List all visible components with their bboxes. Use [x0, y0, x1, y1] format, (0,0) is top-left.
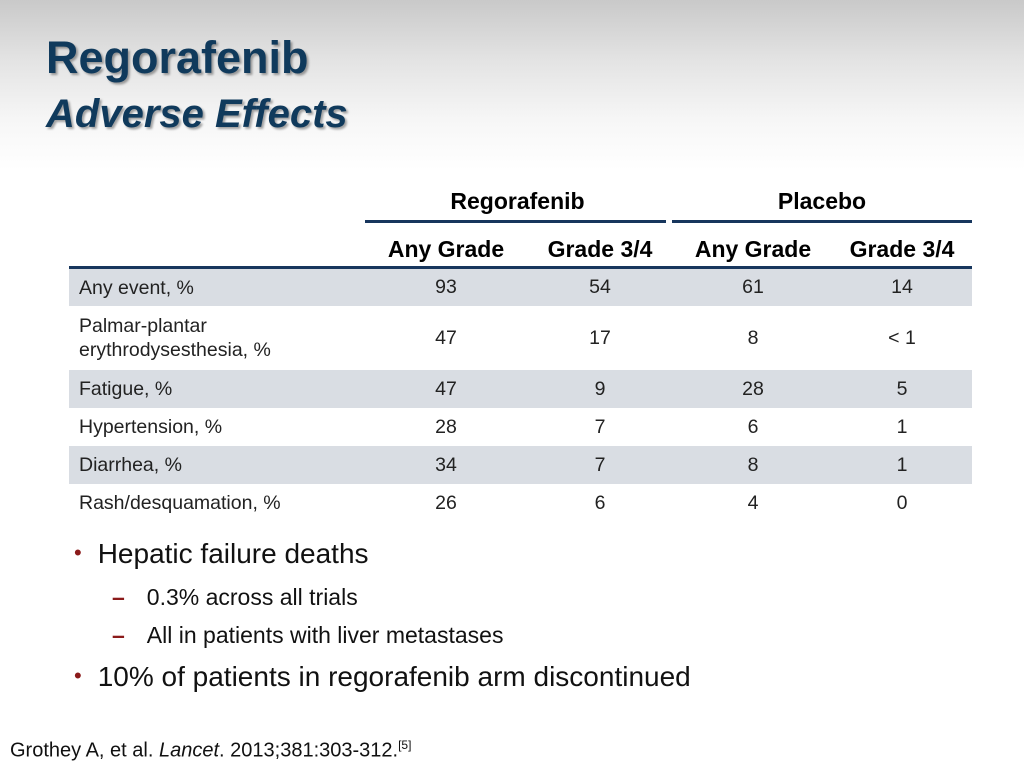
table-cell: 1 — [896, 415, 908, 438]
citation-details: . 2013;381:303-312. — [219, 739, 399, 762]
slide-subtitle: Adverse Effects — [46, 92, 348, 136]
table-cell: 17 — [589, 326, 611, 349]
table-row: Palmar-plantar erythrodysesthesia, % 47 … — [69, 306, 972, 370]
bullet-text: 10% of patients in regorafenib arm disco… — [97, 661, 691, 692]
table-cell: 9 — [594, 377, 606, 400]
table-cell: 4 — [747, 491, 759, 514]
row-label: Fatigue, % — [79, 378, 173, 400]
citation-authors: Grothey A, et al. — [10, 739, 159, 762]
title-band — [0, 0, 1024, 170]
table-cell: 34 — [435, 453, 457, 476]
bullet-text: Hepatic failure deaths — [97, 538, 369, 569]
table-cell: 6 — [594, 491, 606, 514]
table-row: Hypertension, % 28 7 6 1 — [69, 408, 972, 446]
row-label: Hypertension, % — [79, 416, 223, 438]
table-cell: 93 — [435, 276, 457, 298]
table-cell: 7 — [594, 415, 606, 438]
dash-marker: – — [112, 622, 125, 648]
table-cell: < 1 — [888, 326, 916, 349]
group-rule-placebo — [672, 220, 972, 223]
citation-ref: [5] — [398, 738, 412, 752]
table-cell: 14 — [891, 276, 913, 298]
table-row: Any event, % 93 54 61 14 — [69, 269, 972, 306]
bullet-marker: • — [74, 663, 82, 688]
column-header: Grade 3/4 — [547, 236, 653, 262]
bullet-marker: • — [74, 540, 82, 565]
table-row: Rash/desquamation, % 26 6 4 0 — [69, 484, 972, 522]
row-label: Diarrhea, % — [79, 454, 182, 476]
group-header-regorafenib: Regorafenib — [450, 188, 585, 214]
table-cell: 5 — [896, 377, 908, 400]
citation-journal: Lancet — [158, 739, 220, 762]
table-cell: 54 — [589, 276, 611, 298]
table-cell: 28 — [742, 377, 764, 400]
table-cell: 26 — [435, 491, 457, 514]
citation: Grothey A, et al. Lancet. 2013;381:303-3… — [10, 738, 411, 763]
table-cell: 8 — [747, 326, 759, 349]
table-cell: 1 — [896, 453, 908, 476]
row-label: Palmar-plantar erythrodysesthesia, % — [79, 315, 271, 361]
table-cell: 47 — [435, 326, 457, 349]
bullet-item: • 10% of patients in regorafenib arm disc… — [74, 661, 691, 693]
group-header-placebo: Placebo — [777, 188, 867, 214]
row-label: Rash/desquamation, % — [79, 492, 281, 514]
table-cell: 61 — [742, 276, 764, 298]
table-cell: 0 — [896, 491, 908, 514]
bullet-item: • Hepatic failure deaths — [74, 538, 369, 570]
column-header: Grade 3/4 — [849, 236, 955, 262]
slide-title: Regorafenib — [46, 32, 309, 83]
column-header: Any Grade — [387, 236, 505, 262]
table-cell: 47 — [435, 377, 457, 400]
table-row: Fatigue, % 47 9 28 5 — [69, 370, 972, 408]
table-row: Diarrhea, % 34 7 8 1 — [69, 446, 972, 484]
table-cell: 6 — [747, 415, 759, 438]
header-rule — [69, 266, 972, 269]
group-rule-regorafenib — [365, 220, 666, 223]
sub-bullet-item: –0.3% across all trials — [112, 584, 358, 611]
table-cell: 28 — [435, 415, 457, 438]
dash-marker: – — [112, 584, 125, 610]
sub-bullet-item: – All in patients with liver metastases — [112, 622, 503, 649]
sub-bullet-text: 0.3% across all trials — [146, 584, 358, 610]
row-label: Any event, % — [79, 276, 194, 299]
sub-bullet-text: All in patients with liver metastases — [146, 622, 504, 648]
table-cell: 7 — [594, 453, 606, 476]
table-cell: 8 — [747, 453, 759, 476]
column-header: Any Grade — [694, 236, 812, 262]
